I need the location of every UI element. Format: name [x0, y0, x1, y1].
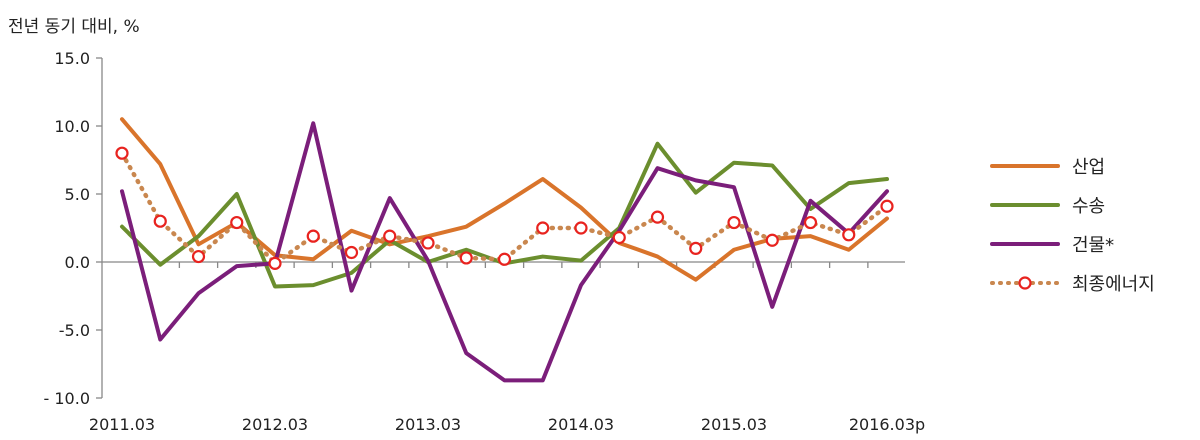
data-point-marker	[421, 236, 435, 250]
y-tick-label: -5.0	[59, 321, 90, 340]
y-tick-label: 15.0	[54, 49, 90, 68]
data-point-marker	[306, 229, 320, 243]
data-point-marker	[115, 146, 129, 160]
legend-item: 산업	[990, 146, 1155, 185]
legend-label: 산업	[1072, 156, 1106, 178]
series-line-2	[120, 121, 889, 383]
legend-swatch	[990, 241, 1060, 246]
x-tick-label: 2015.03	[701, 415, 767, 434]
data-point-marker	[230, 215, 244, 230]
x-tick-label: 2012.03	[242, 415, 308, 434]
data-point-marker	[268, 256, 282, 270]
x-tick-label: 2014.03	[548, 415, 614, 434]
data-point-marker	[880, 199, 894, 213]
series-line-3	[119, 150, 890, 266]
tick-labels: 15.0 10.0 5.0 0.0 -5.0 - 10.0 2011.03 2012.03 20…	[44, 49, 926, 434]
data-point-marker	[727, 215, 741, 230]
data-point-marker	[689, 241, 703, 255]
series-line-0	[120, 117, 889, 282]
y-tick-label: 10.0	[54, 117, 90, 136]
legend-item: 수송	[990, 185, 1155, 224]
y-tick-label: - 10.0	[44, 389, 90, 408]
data-point-marker	[803, 215, 818, 230]
legend-label: 수송	[1072, 195, 1106, 217]
data-point-marker	[612, 230, 626, 245]
data-point-marker	[191, 249, 206, 264]
x-tick-label: 2011.03	[89, 415, 155, 434]
legend-item: 건물*	[990, 224, 1155, 263]
data-point-marker	[459, 251, 473, 265]
legend-swatch	[990, 163, 1060, 168]
legend-label: 건물*	[1072, 234, 1115, 256]
data-point-marker	[383, 229, 397, 243]
series-group	[115, 117, 894, 383]
y-tick-label: 0.0	[65, 253, 90, 272]
x-tick-label: 2016.03p	[849, 415, 925, 434]
data-point-marker	[765, 233, 779, 247]
data-point-marker	[842, 228, 856, 242]
data-point-marker	[497, 252, 512, 266]
legend-label: 최종에너지	[1072, 273, 1155, 295]
data-point-marker	[574, 221, 588, 235]
legend-swatch	[990, 275, 1060, 290]
legend-item: 최종에너지	[990, 263, 1155, 302]
axes	[96, 57, 905, 399]
data-point-marker	[650, 210, 665, 224]
y-unit-label: 전년 동기 대비, %	[8, 17, 140, 37]
data-point-marker	[536, 221, 550, 235]
x-tick-label: 2013.03	[395, 415, 461, 434]
data-point-marker	[153, 214, 167, 228]
y-tick-label: 5.0	[65, 185, 90, 204]
data-point-marker	[344, 245, 359, 260]
legend-swatch	[990, 202, 1060, 207]
